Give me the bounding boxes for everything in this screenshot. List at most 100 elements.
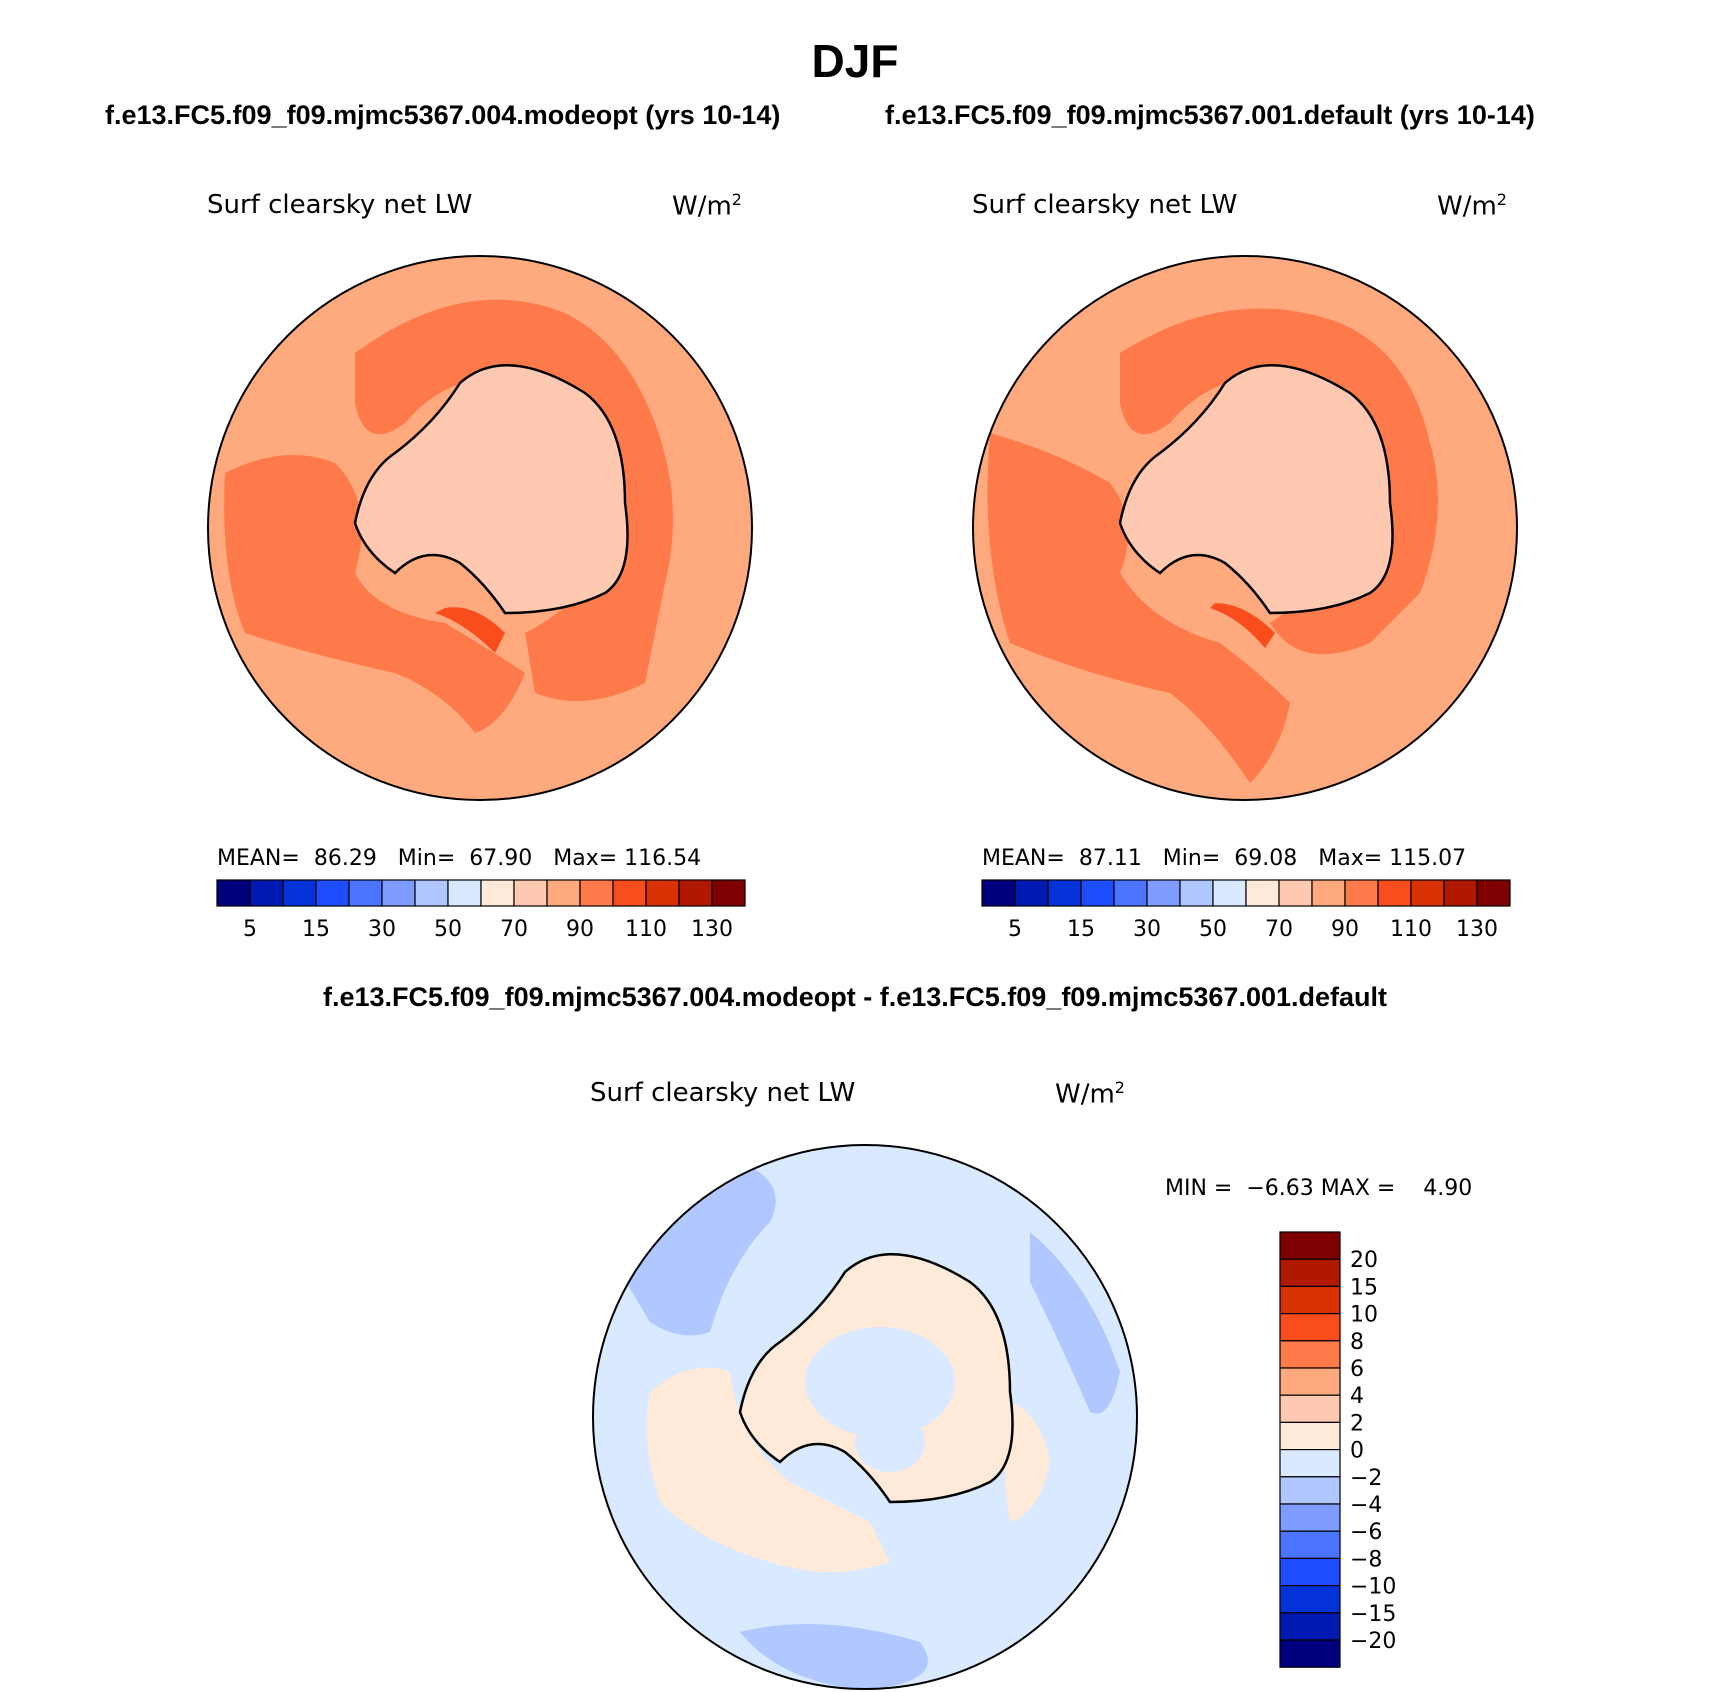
left-colorbar-tick-label: 90 bbox=[566, 917, 594, 942]
left-antarctica bbox=[355, 365, 628, 613]
right-colorbar-swatch bbox=[1179, 879, 1214, 907]
right-colorbar-swatch bbox=[1443, 879, 1478, 907]
left-colorbar-swatch bbox=[645, 879, 680, 907]
diff-colorbar-swatch bbox=[1279, 1503, 1341, 1532]
diff-colorbar-tick-label: 8 bbox=[1350, 1330, 1364, 1355]
diff-colorbar-tick-label: 0 bbox=[1350, 1439, 1364, 1464]
right-plot-units: W/m2 bbox=[1437, 190, 1507, 222]
diff-colorbar-tick-label: −8 bbox=[1350, 1547, 1382, 1572]
main-title: DJF bbox=[811, 35, 899, 87]
right-colorbar-swatch bbox=[1014, 879, 1049, 907]
left-colorbar-swatch bbox=[249, 879, 284, 907]
diff-colorbar-tick-label: −4 bbox=[1350, 1493, 1382, 1518]
right-colorbar-tick-label: 50 bbox=[1199, 917, 1227, 942]
right-polar-map bbox=[972, 255, 1518, 801]
left-warm-band-west bbox=[224, 455, 525, 733]
right-colorbar-swatch bbox=[1344, 879, 1379, 907]
left-colorbar-swatch bbox=[480, 879, 515, 907]
diff-colorbar-tick-label: −15 bbox=[1350, 1602, 1396, 1627]
left-colorbar-tick-label: 130 bbox=[691, 917, 733, 942]
right-colorbar-tick-label: 15 bbox=[1067, 917, 1095, 942]
diff-colorbar-swatch bbox=[1279, 1421, 1341, 1451]
left-case-title: f.e13.FC5.f09_f09.mjmc5367.004.modeopt (… bbox=[105, 100, 781, 130]
diff-plot-title: Surf clearsky net LW bbox=[590, 1078, 856, 1108]
right-case-title: f.e13.FC5.f09_f09.mjmc5367.001.default (… bbox=[885, 100, 1535, 130]
diff-colorbar-swatch bbox=[1279, 1476, 1341, 1505]
left-plot-title: Surf clearsky net LW bbox=[207, 190, 473, 220]
diff-colorbar-swatch bbox=[1279, 1340, 1341, 1369]
right-colorbar-swatch bbox=[1377, 879, 1412, 907]
left-colorbar-tick-label: 110 bbox=[625, 917, 667, 942]
left-colorbar-swatch bbox=[579, 879, 614, 907]
diff-colorbar-tick-label: 6 bbox=[1350, 1357, 1364, 1382]
left-map-border bbox=[207, 255, 753, 801]
diff-plot-units: W/m2 bbox=[1055, 1078, 1125, 1110]
diff-colorbar-swatch bbox=[1279, 1449, 1341, 1478]
left-colorbar-swatch bbox=[282, 879, 317, 907]
diff-colorbar-swatch bbox=[1279, 1585, 1341, 1614]
right-colorbar-swatch bbox=[1245, 879, 1280, 907]
diff-cool-patch-ne bbox=[1030, 1232, 1120, 1414]
left-colorbar-tick-label: 50 bbox=[434, 917, 462, 942]
right-colorbar-tick-label: 30 bbox=[1133, 917, 1161, 942]
left-colorbar-swatch bbox=[414, 879, 449, 907]
left-colorbar-swatch bbox=[678, 879, 713, 907]
left-colorbar-tick-label: 15 bbox=[302, 917, 330, 942]
right-ross-hotspot bbox=[1210, 603, 1275, 648]
left-colorbar-swatch bbox=[216, 879, 251, 907]
diff-case-title: f.e13.FC5.f09_f09.mjmc5367.004.modeopt -… bbox=[322, 982, 1387, 1012]
right-coastline bbox=[1118, 363, 1394, 615]
right-map-border bbox=[972, 255, 1518, 801]
diff-ross-cool bbox=[855, 1412, 925, 1472]
diff-colorbar-tick-label: 10 bbox=[1350, 1303, 1378, 1328]
diff-colorbar-swatch bbox=[1279, 1367, 1341, 1396]
left-colorbar-swatch bbox=[348, 879, 383, 907]
diff-interior-cool bbox=[805, 1327, 955, 1437]
diff-coastline bbox=[738, 1252, 1014, 1504]
left-colorbar-swatch bbox=[381, 879, 416, 907]
diff-colorbar-swatch bbox=[1279, 1557, 1341, 1587]
diff-colorbar-swatch bbox=[1279, 1530, 1341, 1560]
diff-colorbar-swatch bbox=[1279, 1612, 1341, 1641]
right-colorbar: 5 15 30 50 70 90 110 130 bbox=[981, 879, 1511, 942]
diff-colorbar-tick-label: 4 bbox=[1350, 1384, 1364, 1409]
left-ross-hotspot bbox=[435, 607, 505, 653]
right-plot-title: Surf clearsky net LW bbox=[972, 190, 1238, 220]
left-colorbar-swatch bbox=[612, 879, 647, 907]
right-colorbar-swatch bbox=[1410, 879, 1445, 907]
right-antarctica bbox=[1120, 365, 1393, 613]
left-colorbar-swatch bbox=[711, 879, 746, 907]
left-colorbar-tick-label: 5 bbox=[243, 917, 257, 942]
diff-colorbar-swatch bbox=[1279, 1639, 1341, 1668]
diff-colorbar-swatch bbox=[1279, 1285, 1341, 1315]
right-colorbar-tick-label: 110 bbox=[1390, 917, 1432, 942]
left-colorbar: 5 15 30 50 70 90 110 130 bbox=[216, 879, 746, 942]
right-colorbar-swatch bbox=[1212, 879, 1247, 907]
left-colorbar-swatch bbox=[546, 879, 581, 907]
right-colorbar-swatch bbox=[1476, 879, 1511, 907]
right-colorbar-swatch bbox=[1047, 879, 1082, 907]
left-colorbar-swatch bbox=[447, 879, 482, 907]
left-colorbar-tick-label: 70 bbox=[500, 917, 528, 942]
right-colorbar-tick-label: 70 bbox=[1265, 917, 1293, 942]
diff-colorbar-tick-label: −6 bbox=[1350, 1520, 1382, 1545]
right-colorbar-tick-label: 90 bbox=[1331, 917, 1359, 942]
right-warm-band-west bbox=[987, 433, 1290, 783]
right-colorbar-swatch bbox=[1146, 879, 1181, 907]
left-stats: MEAN= 86.29 Min= 67.90 Max= 116.54 bbox=[217, 846, 702, 871]
right-colorbar-tick-label: 130 bbox=[1456, 917, 1498, 942]
diff-warm-patch-w bbox=[646, 1367, 890, 1572]
right-colorbar-swatch bbox=[1113, 879, 1148, 907]
diff-colorbar-tick-label: −10 bbox=[1350, 1575, 1396, 1600]
diff-colorbar-tick-label: −2 bbox=[1350, 1466, 1382, 1491]
diff-colorbar-swatch bbox=[1279, 1258, 1341, 1288]
left-plot-units: W/m2 bbox=[672, 190, 742, 222]
diff-colorbar-swatch bbox=[1279, 1394, 1341, 1423]
right-colorbar-tick-label: 5 bbox=[1008, 917, 1022, 942]
diff-colorbar-tick-label: −20 bbox=[1350, 1629, 1396, 1654]
right-colorbar-swatch bbox=[1311, 879, 1346, 907]
diff-colorbar-tick-label: 2 bbox=[1350, 1411, 1364, 1436]
diff-polar-map bbox=[592, 1144, 1138, 1690]
left-colorbar-swatch bbox=[315, 879, 350, 907]
